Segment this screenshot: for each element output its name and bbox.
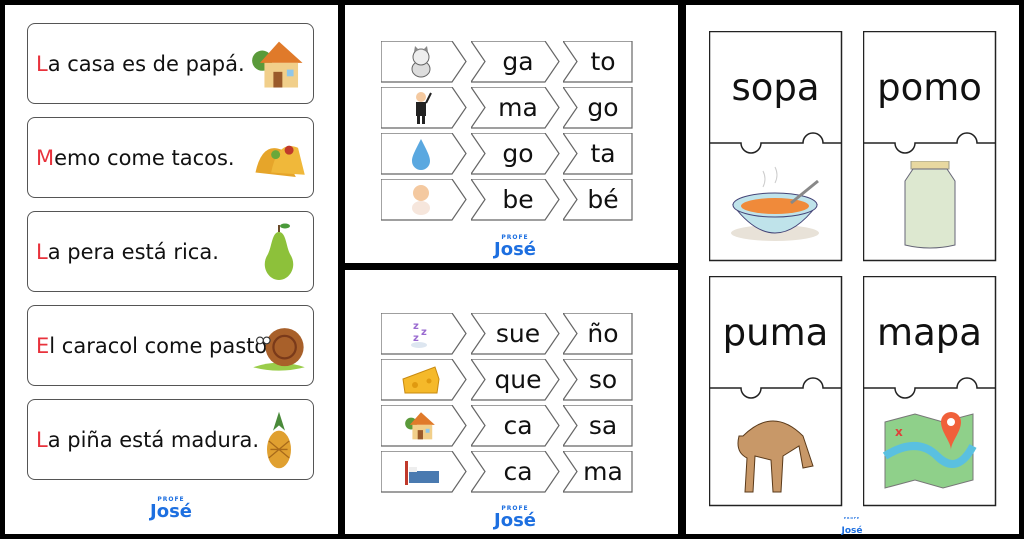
syllable-piece[interactable]: sue bbox=[471, 313, 560, 355]
syllable-text: be bbox=[502, 185, 534, 214]
cheese-icon bbox=[399, 363, 443, 396]
picture-piece[interactable] bbox=[381, 179, 467, 221]
syllable-piece[interactable]: ga bbox=[471, 41, 560, 83]
syllable-puzzle-top: ga to ma go go ta be bé PROFE José bbox=[345, 5, 678, 263]
snail-icon bbox=[251, 316, 307, 376]
pear-icon bbox=[251, 222, 307, 282]
svg-text:z: z bbox=[413, 321, 419, 332]
picture-piece[interactable] bbox=[381, 133, 467, 175]
syllable-piece[interactable]: ca bbox=[471, 405, 560, 447]
syllable-piece[interactable]: que bbox=[471, 359, 560, 401]
profe-jose-logo: PROFE José bbox=[494, 234, 536, 260]
word-puzzle-card[interactable]: sopa bbox=[709, 31, 843, 262]
syllable-text: sa bbox=[588, 411, 618, 440]
syllable-text: ca bbox=[503, 411, 533, 440]
word-label: puma bbox=[722, 310, 829, 354]
syllable-text: que bbox=[494, 365, 542, 394]
profe-jose-logo: PROFE José bbox=[150, 496, 192, 522]
map-icon: x bbox=[877, 406, 982, 496]
syllable-piece[interactable]: ca bbox=[471, 451, 560, 493]
initial-letter: L bbox=[36, 239, 48, 264]
syllable-text: ma bbox=[583, 457, 623, 486]
sentence-text: a casa es de papá. bbox=[47, 51, 245, 76]
syllable-piece[interactable]: sa bbox=[563, 405, 633, 447]
picture-piece[interactable] bbox=[381, 87, 467, 129]
syllable-text: go bbox=[502, 139, 534, 168]
tacos-icon bbox=[251, 128, 307, 188]
syllable-piece[interactable]: bé bbox=[563, 179, 633, 221]
soup-bowl-icon bbox=[723, 161, 828, 251]
syllable-text: so bbox=[588, 365, 618, 394]
syllable-text: bé bbox=[587, 185, 619, 214]
profe-jose-logo: PROFE José bbox=[841, 516, 863, 536]
syllable-piece[interactable]: ma bbox=[563, 451, 633, 493]
syllable-piece[interactable]: ta bbox=[563, 133, 633, 175]
sentence-text: a piña está madura. bbox=[47, 427, 260, 452]
initial-letter: L bbox=[36, 427, 48, 452]
svg-text:z: z bbox=[421, 327, 427, 338]
word-puzzle-card[interactable]: pomo bbox=[863, 31, 997, 262]
picture-piece[interactable] bbox=[381, 41, 467, 83]
svg-text:z: z bbox=[413, 333, 419, 344]
word-label: pomo bbox=[877, 65, 982, 109]
profe-jose-logo: PROFE José bbox=[494, 505, 536, 531]
syllable-text: ga bbox=[502, 47, 534, 76]
magician-icon bbox=[399, 91, 443, 124]
syllable-text: ca bbox=[503, 457, 533, 486]
syllable-piece[interactable]: ma bbox=[471, 87, 560, 129]
syllable-text: ma bbox=[498, 93, 538, 122]
syllable-text: sue bbox=[495, 319, 541, 348]
house-icon bbox=[399, 409, 443, 442]
picture-piece[interactable] bbox=[381, 405, 467, 447]
svg-text:x: x bbox=[895, 425, 903, 439]
sentence-text: l caracol come pasto. bbox=[49, 333, 274, 358]
syllable-piece[interactable]: ño bbox=[563, 313, 633, 355]
initial-letter: L bbox=[36, 51, 48, 76]
pineapple-icon bbox=[251, 410, 307, 470]
puma-icon bbox=[723, 406, 828, 496]
syllable-text: to bbox=[590, 47, 616, 76]
syllable-piece[interactable]: go bbox=[471, 133, 560, 175]
syllable-text: ño bbox=[587, 319, 619, 348]
cat-icon bbox=[399, 45, 443, 78]
initial-letter: M bbox=[36, 145, 55, 170]
word-puzzle-card[interactable]: mapa x bbox=[863, 276, 997, 507]
baby-icon bbox=[399, 183, 443, 216]
house-icon bbox=[251, 34, 307, 94]
syllable-text: ta bbox=[590, 139, 616, 168]
syllable-piece[interactable]: to bbox=[563, 41, 633, 83]
jar-icon bbox=[877, 160, 982, 251]
initial-letter: E bbox=[36, 333, 50, 358]
water-drop-icon bbox=[399, 137, 443, 170]
word-label: mapa bbox=[877, 310, 982, 354]
syllable-piece[interactable]: be bbox=[471, 179, 560, 221]
syllable-piece[interactable]: so bbox=[563, 359, 633, 401]
syllable-text: go bbox=[587, 93, 619, 122]
sentence-text: emo come tacos. bbox=[54, 145, 235, 170]
word-label: sopa bbox=[731, 65, 820, 109]
sentence-text: a pera está rica. bbox=[47, 239, 219, 264]
picture-piece[interactable] bbox=[381, 359, 467, 401]
word-puzzle-card[interactable]: puma bbox=[709, 276, 843, 507]
bed-icon bbox=[399, 455, 443, 488]
picture-piece[interactable] bbox=[381, 451, 467, 493]
syllable-piece[interactable]: go bbox=[563, 87, 633, 129]
word-puzzle-cards: sopa pomo puma mapa x PROFE José bbox=[686, 5, 1019, 536]
